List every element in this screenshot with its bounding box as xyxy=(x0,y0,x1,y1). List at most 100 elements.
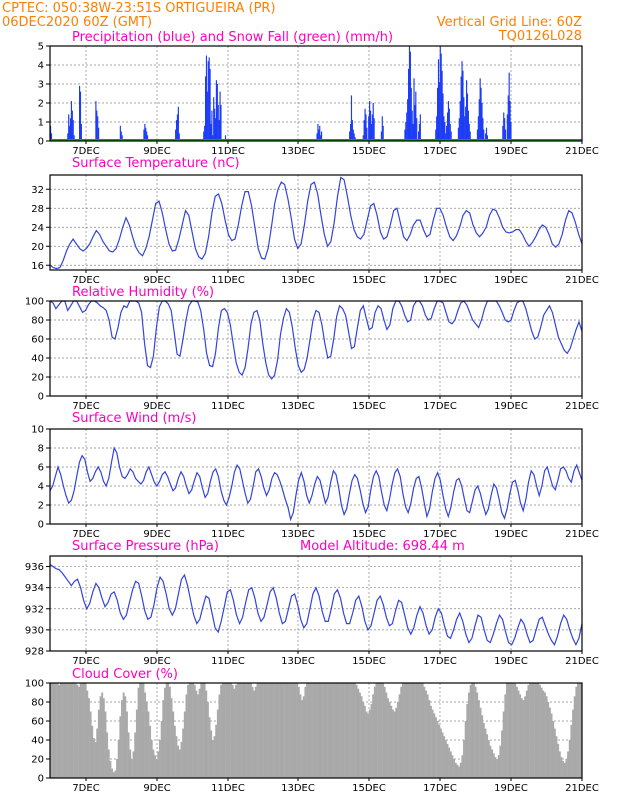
precip-bar xyxy=(220,104,222,141)
precip-bar xyxy=(510,122,512,141)
y-tick-label: 8 xyxy=(38,444,44,455)
precip-bar xyxy=(350,95,353,141)
cloud-bar xyxy=(54,683,57,778)
cloud-bar xyxy=(415,683,418,778)
x-tick-label: 15DEC xyxy=(352,529,386,540)
y-tick-label: 100 xyxy=(25,679,44,690)
x-tick-label: 19DEC xyxy=(494,529,528,540)
cloud-bar xyxy=(198,688,201,778)
cloud-bar xyxy=(142,683,145,778)
cloud-bar xyxy=(124,696,127,778)
cloud-bar xyxy=(365,711,368,778)
precip-bar xyxy=(437,59,440,141)
precip-bar xyxy=(371,114,373,141)
precip-bar xyxy=(486,135,488,141)
precip-bar xyxy=(416,118,418,141)
cloud-bar xyxy=(244,683,247,778)
cloud-bar xyxy=(187,684,190,778)
cloud-bar xyxy=(319,683,322,778)
y-tick-label: 1 xyxy=(38,118,44,129)
cloud-bar xyxy=(200,683,203,778)
cloud-bar xyxy=(164,687,166,778)
cloud-bar xyxy=(233,688,236,778)
plot-frame xyxy=(49,428,583,525)
cloud-bar xyxy=(539,684,541,778)
x-tick-label: 9DEC xyxy=(143,656,170,667)
y-tick-label: 16 xyxy=(31,261,44,272)
precip-bar xyxy=(224,135,227,141)
cloud-bar xyxy=(491,749,494,778)
cloud-bar xyxy=(368,709,371,778)
cloud-bar xyxy=(281,683,284,778)
cloud-bar xyxy=(249,683,252,778)
cloud-bar xyxy=(408,683,411,778)
cloud-bar xyxy=(461,755,464,778)
cloud-bar xyxy=(147,711,150,778)
panel-5: 0 20 40 60 80 100 7DEC 9DEC 11DEC 13DEC 15DEC 17DEC… xyxy=(25,667,599,794)
cloud-bar xyxy=(278,683,280,778)
cloud-bar xyxy=(363,705,366,778)
cloud-bar xyxy=(167,683,170,778)
y-tick-label: 2 xyxy=(38,501,44,512)
cloud-bar xyxy=(575,686,578,778)
cloud-bar xyxy=(102,698,105,778)
cloud-bar xyxy=(420,683,422,778)
x-tick-label: 17DEC xyxy=(423,529,457,540)
cloud-bar xyxy=(286,683,289,778)
cloud-bar xyxy=(306,683,308,778)
precip-bar xyxy=(463,97,465,141)
precip-bar xyxy=(72,120,74,141)
x-tick-label: 7DEC xyxy=(72,146,99,157)
x-tick-label: 9DEC xyxy=(143,146,170,157)
cloud-bar xyxy=(159,740,161,778)
precip-bar xyxy=(480,87,482,141)
x-tick-label: 17DEC xyxy=(423,401,457,412)
chart-annotation: Model Altitude: 698.44 m xyxy=(300,539,465,554)
cloud-bar xyxy=(165,683,168,778)
cloud-bar xyxy=(99,696,102,778)
precip-bar xyxy=(210,123,212,141)
cloud-bar xyxy=(434,717,437,778)
x-tick-label: 11DEC xyxy=(211,275,245,286)
precip-bar xyxy=(380,131,382,141)
precip-bar xyxy=(96,110,98,141)
precip-bar xyxy=(203,131,205,141)
cloud-bar xyxy=(91,725,94,778)
cloud-bar xyxy=(562,760,565,778)
cloud-bar xyxy=(357,688,360,778)
cloud-bar xyxy=(240,683,242,778)
y-tick-label: 20 xyxy=(31,242,44,253)
cloud-bar xyxy=(515,686,518,778)
precip-bar xyxy=(458,118,460,141)
cloud-bar xyxy=(350,683,353,778)
cloud-bar xyxy=(444,740,447,778)
x-tick-label: 11DEC xyxy=(211,146,245,157)
cloud-bar xyxy=(492,753,495,778)
precip-bar xyxy=(207,61,209,142)
precip-bar xyxy=(119,125,121,141)
precip-bar xyxy=(476,129,479,141)
cloud-bar xyxy=(372,694,375,778)
cloud-bar xyxy=(349,683,351,778)
cloud-bar xyxy=(226,683,229,778)
precip-bar xyxy=(204,76,207,141)
precip-bar xyxy=(214,108,216,141)
cloud-bar xyxy=(406,683,409,778)
precip-bar xyxy=(353,133,355,141)
x-tick-label: 13DEC xyxy=(281,146,315,157)
cloud-bar xyxy=(79,683,82,778)
cloud-bar xyxy=(188,683,191,778)
cloud-bar xyxy=(127,732,130,778)
precip-bar xyxy=(459,101,461,141)
cloud-bar xyxy=(235,684,237,778)
panel-2: 0 20 40 60 80 100 7DEC 9DEC 11DEC 13DEC 15DEC 17DEC… xyxy=(25,285,599,412)
precip-bar xyxy=(436,116,438,141)
precip-bar xyxy=(211,110,213,141)
cloud-bar xyxy=(506,683,508,778)
cloud-bar xyxy=(453,759,456,778)
x-tick-label: 21DEC xyxy=(565,275,599,286)
precip-bar xyxy=(175,120,178,141)
cloud-bar xyxy=(380,683,383,778)
cloud-bar xyxy=(50,683,52,778)
series-line xyxy=(49,176,583,270)
